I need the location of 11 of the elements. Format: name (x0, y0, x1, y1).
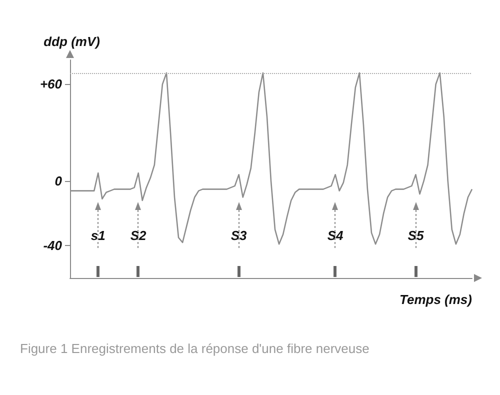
x-tick-label: S3 (230, 228, 248, 243)
caption: Figure 1 Enregistrements de la réponse d'une fibre nerveuse (20, 340, 370, 357)
y-tick-label: -40 (43, 238, 63, 254)
y-axis-title: ddp (mV) (44, 34, 100, 49)
x-tick-label: s1 (90, 228, 106, 243)
x-tick-label: S5 (408, 228, 424, 243)
y-tick-label: 0 (54, 174, 63, 189)
y-tick-label: +60 (40, 76, 63, 92)
x-tick-label: S4 (327, 228, 344, 243)
x-axis-title: Temps (ms) (400, 292, 472, 307)
x-tick-label: S2 (130, 228, 148, 243)
